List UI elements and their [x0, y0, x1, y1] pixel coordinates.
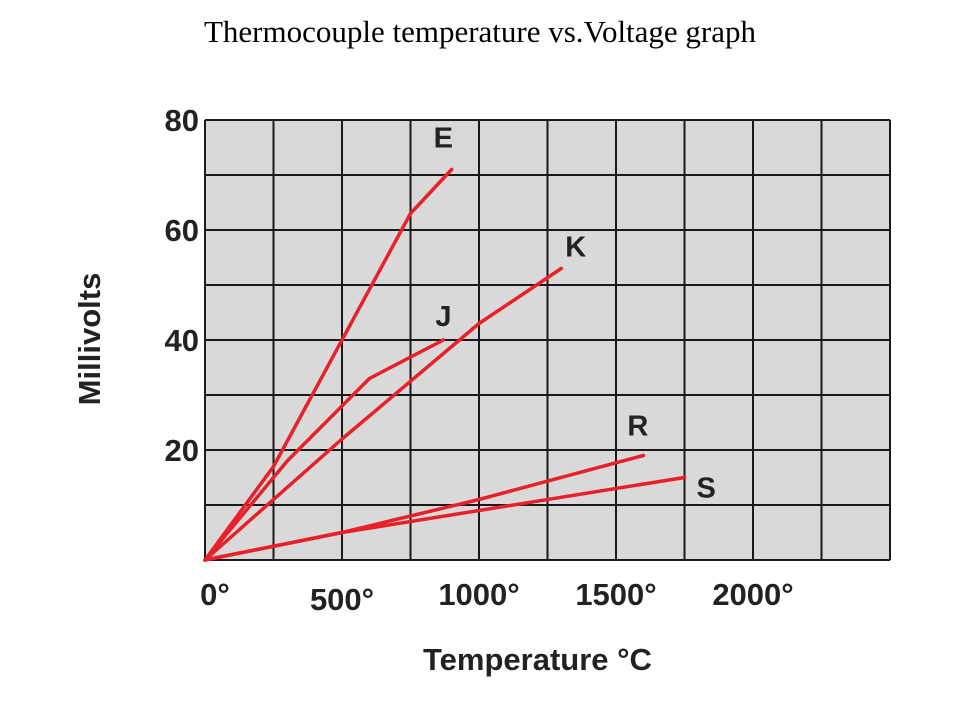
series-label-k: K [565, 232, 586, 264]
y-tick-label: 40 [165, 323, 199, 358]
x-tick-label: 1500° [575, 577, 656, 612]
chart-title: Thermocouple temperature vs.Voltage grap… [203, 14, 757, 49]
x-tick-label: 500° [310, 582, 374, 617]
series-label-r: R [627, 411, 648, 443]
y-axis-title: Millivolts [72, 273, 107, 406]
y-tick-label: 80 [165, 103, 199, 138]
series-line-e [203, 167, 454, 562]
series-label-e: E [434, 123, 453, 155]
series-line-k [203, 266, 563, 562]
series-label-s: S [697, 473, 716, 505]
x-axis-title: Temperature °C [423, 642, 652, 677]
series-label-j: J [435, 301, 451, 333]
x-tick-label: 1000° [438, 577, 519, 612]
y-tick-label: 20 [165, 433, 199, 468]
x-tick-label: 2000° [712, 577, 793, 612]
series-line-j [203, 338, 446, 562]
x-tick-label: 0° [200, 577, 230, 612]
series-line-s [203, 475, 687, 562]
y-tick-label: 60 [165, 213, 199, 248]
